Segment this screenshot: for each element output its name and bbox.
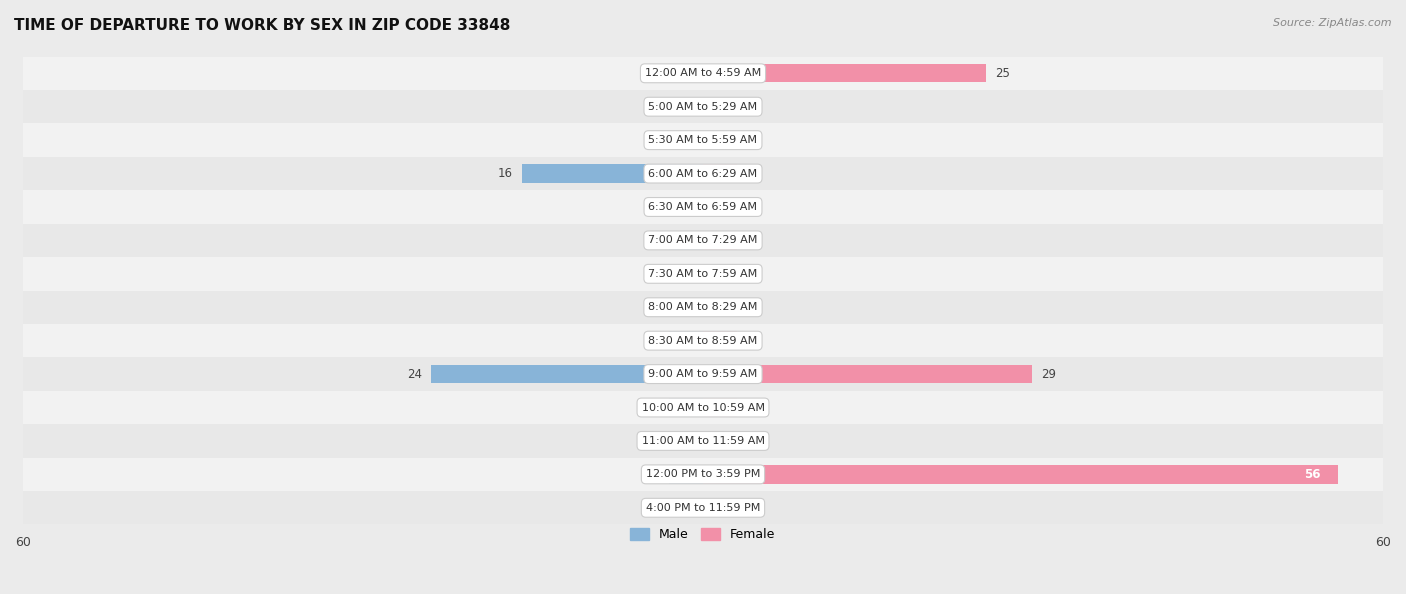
Text: 0: 0: [747, 167, 754, 180]
Text: 56: 56: [1305, 468, 1320, 481]
Text: TIME OF DEPARTURE TO WORK BY SEX IN ZIP CODE 33848: TIME OF DEPARTURE TO WORK BY SEX IN ZIP …: [14, 18, 510, 33]
Bar: [703, 64, 987, 83]
Text: 8:00 AM to 8:29 AM: 8:00 AM to 8:29 AM: [648, 302, 758, 312]
FancyBboxPatch shape: [22, 90, 1384, 124]
Text: 7:00 AM to 7:29 AM: 7:00 AM to 7:29 AM: [648, 235, 758, 245]
Bar: [703, 365, 1032, 383]
Bar: [669, 432, 703, 450]
FancyBboxPatch shape: [22, 157, 1384, 190]
Text: 0: 0: [747, 201, 754, 213]
Text: 0: 0: [652, 468, 659, 481]
FancyBboxPatch shape: [22, 358, 1384, 391]
Text: 0: 0: [652, 234, 659, 247]
Text: 0: 0: [747, 267, 754, 280]
FancyBboxPatch shape: [22, 491, 1384, 525]
Text: 0: 0: [747, 501, 754, 514]
Text: 0: 0: [652, 301, 659, 314]
Bar: [703, 265, 737, 283]
Text: 5:00 AM to 5:29 AM: 5:00 AM to 5:29 AM: [648, 102, 758, 112]
Text: 6:00 AM to 6:29 AM: 6:00 AM to 6:29 AM: [648, 169, 758, 179]
Text: 0: 0: [652, 134, 659, 147]
Text: Source: ZipAtlas.com: Source: ZipAtlas.com: [1274, 18, 1392, 28]
Bar: [669, 97, 703, 116]
FancyBboxPatch shape: [22, 290, 1384, 324]
FancyBboxPatch shape: [22, 457, 1384, 491]
Text: 0: 0: [747, 301, 754, 314]
Bar: [522, 165, 703, 183]
Text: 0: 0: [747, 401, 754, 414]
FancyBboxPatch shape: [22, 190, 1384, 224]
Bar: [669, 265, 703, 283]
Text: 12:00 AM to 4:59 AM: 12:00 AM to 4:59 AM: [645, 68, 761, 78]
Bar: [703, 498, 737, 517]
Bar: [669, 131, 703, 149]
Bar: [703, 97, 737, 116]
Text: 0: 0: [652, 67, 659, 80]
Legend: Male, Female: Male, Female: [626, 523, 780, 546]
Bar: [669, 298, 703, 317]
Text: 7:30 AM to 7:59 AM: 7:30 AM to 7:59 AM: [648, 269, 758, 279]
Text: 29: 29: [1040, 368, 1056, 381]
Text: 25: 25: [995, 67, 1011, 80]
FancyBboxPatch shape: [22, 224, 1384, 257]
Bar: [703, 231, 737, 249]
Text: 0: 0: [747, 134, 754, 147]
Text: 0: 0: [652, 334, 659, 347]
Text: 0: 0: [747, 100, 754, 113]
Text: 0: 0: [652, 434, 659, 447]
Bar: [669, 64, 703, 83]
Text: 8:30 AM to 8:59 AM: 8:30 AM to 8:59 AM: [648, 336, 758, 346]
Text: 0: 0: [652, 267, 659, 280]
Text: 0: 0: [652, 100, 659, 113]
FancyBboxPatch shape: [22, 124, 1384, 157]
Bar: [703, 165, 737, 183]
Text: 0: 0: [747, 234, 754, 247]
Bar: [669, 331, 703, 350]
Bar: [669, 198, 703, 216]
Text: 0: 0: [652, 501, 659, 514]
Text: 4:00 PM to 11:59 PM: 4:00 PM to 11:59 PM: [645, 503, 761, 513]
FancyBboxPatch shape: [22, 324, 1384, 358]
Bar: [669, 231, 703, 249]
Bar: [703, 331, 737, 350]
FancyBboxPatch shape: [22, 56, 1384, 90]
Text: 5:30 AM to 5:59 AM: 5:30 AM to 5:59 AM: [648, 135, 758, 145]
Text: 10:00 AM to 10:59 AM: 10:00 AM to 10:59 AM: [641, 403, 765, 412]
Bar: [669, 465, 703, 484]
Bar: [703, 298, 737, 317]
Text: 24: 24: [406, 368, 422, 381]
Bar: [703, 465, 1337, 484]
Bar: [669, 498, 703, 517]
Text: 12:00 PM to 3:59 PM: 12:00 PM to 3:59 PM: [645, 469, 761, 479]
Bar: [703, 399, 737, 417]
FancyBboxPatch shape: [22, 391, 1384, 424]
Bar: [669, 399, 703, 417]
FancyBboxPatch shape: [22, 257, 1384, 290]
Text: 11:00 AM to 11:59 AM: 11:00 AM to 11:59 AM: [641, 436, 765, 446]
Text: 0: 0: [652, 201, 659, 213]
Text: 16: 16: [498, 167, 513, 180]
Bar: [432, 365, 703, 383]
Text: 0: 0: [747, 434, 754, 447]
Bar: [703, 198, 737, 216]
FancyBboxPatch shape: [22, 424, 1384, 457]
Text: 6:30 AM to 6:59 AM: 6:30 AM to 6:59 AM: [648, 202, 758, 212]
Text: 0: 0: [652, 401, 659, 414]
Text: 0: 0: [747, 334, 754, 347]
Bar: [703, 432, 737, 450]
Bar: [703, 131, 737, 149]
Text: 9:00 AM to 9:59 AM: 9:00 AM to 9:59 AM: [648, 369, 758, 379]
